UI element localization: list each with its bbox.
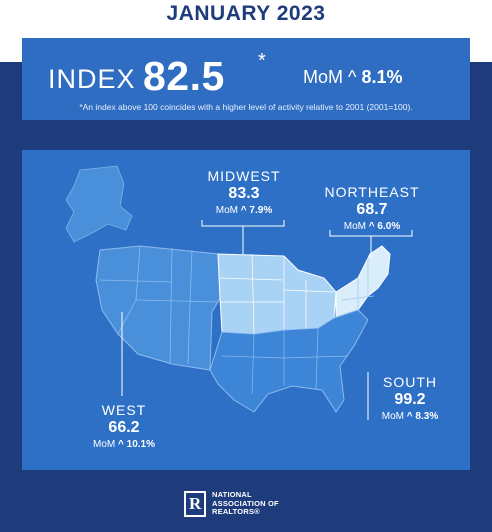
region-name: SOUTH xyxy=(383,374,437,390)
logo-line-1: NATIONAL xyxy=(212,490,252,499)
index-card: INDEX 82.5 * MoM ^ 8.1% *An index above … xyxy=(22,38,470,120)
alaska-shape xyxy=(65,165,133,243)
up-arrow-icon: ^ xyxy=(368,221,375,232)
region-name: WEST xyxy=(101,402,147,418)
page-title: JANUARY 2023 xyxy=(166,2,326,25)
up-arrow-icon: ^ xyxy=(118,439,124,450)
region-mom-value: 10.1% xyxy=(126,439,155,450)
region-south: SOUTH 99.2 MoM ^ 8.3% xyxy=(360,374,460,423)
index-mom: MoM ^ 8.1% xyxy=(303,67,403,88)
midwest-region-shape xyxy=(217,253,337,335)
midwest-callout-line xyxy=(201,220,285,254)
region-mom-value: 8.3% xyxy=(415,411,439,422)
up-arrow-icon: ^ xyxy=(240,205,247,216)
logo-mark-letter: R xyxy=(189,494,202,513)
region-mom: MoM ^ 6.0% xyxy=(312,220,432,233)
region-mom-label: MoM xyxy=(381,411,405,422)
index-value: 82.5 xyxy=(143,53,225,99)
region-mom: MoM ^ 8.3% xyxy=(360,410,460,423)
logo-text: NATIONAL ASSOCIATION OF REALTORS® xyxy=(212,490,279,517)
realtor-r-icon: R xyxy=(184,491,206,517)
region-value: 83.3 xyxy=(228,185,260,202)
region-mom-value: 6.0% xyxy=(377,221,401,232)
region-mom-label: MoM xyxy=(93,439,116,450)
west-region-shape xyxy=(95,245,221,371)
index-asterisk: * xyxy=(258,50,266,72)
index-label: INDEX xyxy=(48,64,136,94)
index-footnote: *An index above 100 coincides with a hig… xyxy=(79,102,413,112)
up-arrow-icon: ^ xyxy=(348,67,357,87)
region-mom-label: MoM xyxy=(343,221,367,232)
us-map xyxy=(65,165,413,420)
map-card: MIDWEST 83.3 MoM ^ 7.9% NORTHEAST 68.7 M… xyxy=(22,150,470,470)
nar-logo: R NATIONAL ASSOCIATION OF REALTORS® xyxy=(184,490,324,519)
index-mom-label: MoM xyxy=(303,67,343,87)
northeast-callout-line xyxy=(329,230,413,258)
region-name: NORTHEAST xyxy=(324,184,420,200)
region-mom-value: 7.9% xyxy=(249,205,273,216)
region-midwest: MIDWEST 83.3 MoM ^ 7.9% xyxy=(194,168,294,217)
region-west: WEST 66.2 MoM ^ 10.1% xyxy=(74,402,174,451)
index-mom-value: 8.1% xyxy=(361,67,403,87)
logo-line-3: REALTORS® xyxy=(212,507,260,516)
region-value: 66.2 xyxy=(108,419,140,436)
region-northeast: NORTHEAST 68.7 MoM ^ 6.0% xyxy=(312,184,432,233)
logo-line-2: ASSOCIATION OF xyxy=(212,498,279,508)
region-mom-label: MoM xyxy=(215,205,239,216)
region-mom: MoM ^ 7.9% xyxy=(194,204,294,217)
region-value: 99.2 xyxy=(394,391,426,408)
region-name: MIDWEST xyxy=(207,168,281,184)
northeast-region-shape xyxy=(335,245,391,319)
region-value: 68.7 xyxy=(356,201,388,218)
region-mom: MoM ^ 10.1% xyxy=(74,438,174,451)
up-arrow-icon: ^ xyxy=(406,411,413,422)
